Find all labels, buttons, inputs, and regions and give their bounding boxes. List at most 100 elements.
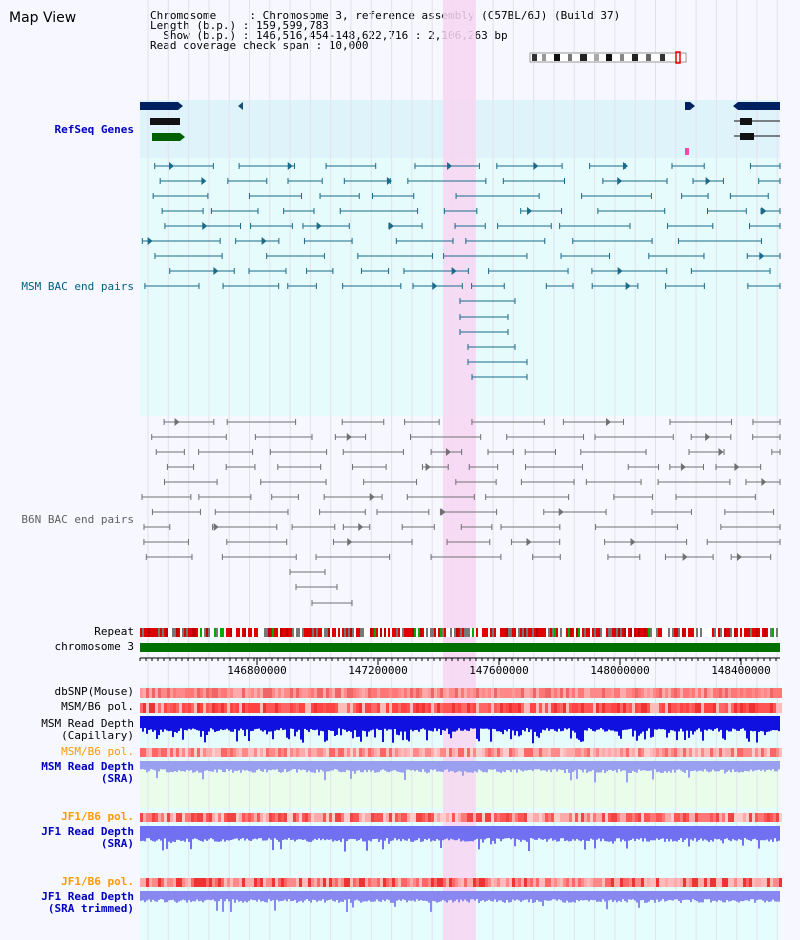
depth-bar — [598, 716, 600, 730]
repeat-mark — [448, 628, 450, 637]
pol-stripe — [176, 878, 179, 887]
depth-bar — [702, 891, 704, 903]
depth-bar — [694, 716, 696, 732]
pol-stripe — [161, 878, 164, 887]
track-label-jf1-depth-sra[interactable]: JF1 Read Depth (SRA) — [41, 825, 134, 850]
repeat-mark — [150, 628, 152, 637]
pol-stripe — [461, 878, 464, 887]
depth-bar — [220, 826, 222, 842]
depth-bar — [576, 716, 578, 739]
pol-stripe — [401, 703, 404, 713]
track-label-repeat[interactable]: Repeat — [94, 625, 134, 638]
depth-bar — [402, 716, 404, 741]
depth-bar — [506, 826, 508, 839]
depth-bar — [170, 761, 172, 772]
pol-stripe — [458, 703, 461, 713]
track-label-refseq[interactable]: RefSeq Genes — [54, 123, 134, 136]
track-label-jf1-b6-pol[interactable]: JF1/B6 pol. — [61, 810, 134, 823]
depth-bar — [506, 761, 508, 770]
depth-bar — [290, 761, 292, 771]
pol-stripe — [140, 878, 143, 887]
pol-stripe — [623, 688, 626, 698]
pol-stripe — [608, 688, 611, 698]
depth-bar — [592, 761, 594, 770]
track-label-msm-bac[interactable]: MSM BAC end pairs — [21, 280, 134, 293]
pol-stripe — [653, 703, 656, 713]
pol-stripe — [326, 813, 329, 822]
repeat-mark — [554, 628, 556, 637]
repeat-mark — [678, 628, 680, 637]
pol-stripe — [683, 688, 686, 698]
repeat-mark — [754, 628, 756, 637]
depth-bar — [362, 761, 364, 773]
depth-bar — [732, 716, 734, 729]
depth-bar — [558, 761, 560, 770]
pol-stripe — [293, 878, 296, 887]
depth-bar — [580, 716, 582, 742]
depth-bar — [456, 826, 458, 841]
pol-stripe — [290, 688, 293, 698]
pol-stripe — [140, 748, 143, 757]
pol-stripe — [695, 878, 698, 887]
pol-stripe — [458, 688, 461, 698]
track-label-msm-b6-pol[interactable]: MSM/B6 pol. — [61, 700, 134, 713]
track-label-dbsnp[interactable]: dbSNP(Mouse) — [54, 685, 134, 698]
depth-bar — [376, 716, 378, 729]
depth-bar — [306, 716, 308, 731]
repeat-mark — [768, 628, 770, 637]
track-label-jf1-depth-trimmed[interactable]: JF1 Read Depth (SRA trimmed) — [41, 890, 134, 915]
b6n-arrow — [606, 418, 612, 426]
depth-bar — [234, 761, 236, 771]
depth-bar — [462, 716, 464, 731]
track-label-jf1-b6-pol-2[interactable]: JF1/B6 pol. — [61, 875, 134, 888]
depth-bar — [466, 761, 468, 773]
depth-bar — [568, 761, 570, 773]
pol-stripe — [356, 813, 359, 822]
pol-stripe — [620, 813, 623, 822]
track-label-msm-depth-capillary[interactable]: MSM Read Depth (Capillary) — [41, 717, 134, 742]
depth-bar — [588, 826, 590, 841]
pol-stripe — [218, 813, 221, 822]
pol-stripe — [719, 878, 722, 887]
depth-bar — [462, 891, 464, 902]
track-label-msm-depth-sra[interactable]: MSM Read Depth (SRA) — [41, 760, 134, 785]
pol-stripe — [545, 703, 548, 713]
repeat-mark — [226, 628, 228, 637]
repeat-mark — [726, 628, 728, 637]
depth-bar — [724, 761, 726, 774]
pol-stripe — [527, 688, 530, 698]
gene-model — [740, 118, 752, 125]
pol-stripe — [533, 703, 536, 713]
pol-stripe — [434, 703, 437, 713]
depth-bar — [182, 826, 184, 841]
pol-stripe — [725, 748, 728, 757]
depth-bar — [162, 826, 164, 851]
depth-bar — [600, 891, 602, 902]
depth-bar — [382, 826, 384, 850]
pol-stripe — [635, 748, 638, 757]
pol-stripe — [773, 878, 776, 887]
msm-arrow — [705, 177, 711, 185]
depth-bar — [436, 716, 438, 732]
depth-bar — [600, 826, 602, 842]
depth-bar — [466, 826, 468, 842]
track-label-chromosome[interactable]: chromosome 3 — [54, 640, 134, 653]
track-label-b6n-bac[interactable]: B6N BAC end pairs — [21, 513, 134, 526]
depth-bar — [646, 891, 648, 903]
depth-bar — [750, 761, 752, 770]
track-label-msm-b6-pol-2[interactable]: MSM/B6 pol. — [61, 745, 134, 758]
pol-stripe — [290, 703, 293, 713]
depth-bar — [572, 761, 574, 773]
depth-bar — [530, 761, 532, 770]
depth-bar — [602, 826, 604, 839]
depth-bar — [322, 716, 324, 732]
repeat-mark — [776, 628, 778, 637]
pol-stripe — [572, 703, 575, 713]
depth-bar — [670, 891, 672, 901]
repeat-mark — [344, 628, 346, 637]
depth-bar — [540, 826, 542, 840]
depth-bar — [476, 826, 478, 839]
pol-stripe — [497, 748, 500, 757]
pol-stripe — [740, 703, 743, 713]
